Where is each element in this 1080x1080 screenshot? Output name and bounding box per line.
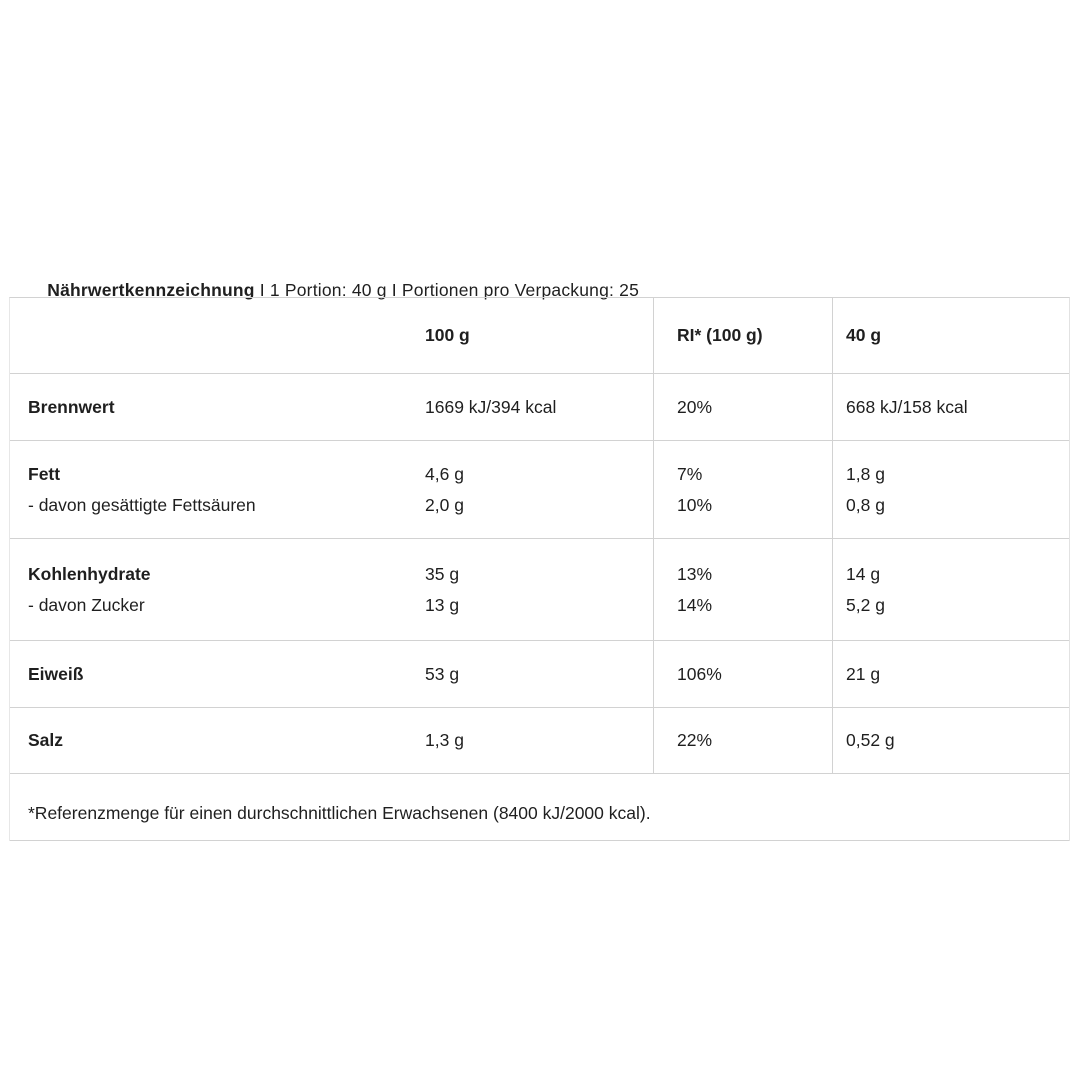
table-row-kohlenhydrate: Kohlenhydrate - davon Zucker 35 g 13 g 1… [10,539,1069,641]
value-100g: 1,3 g [425,730,464,750]
value-ri-group: 7% 10% [653,441,832,538]
sub-value-100g: 2,0 g [425,494,464,515]
table-footnote-row: *Referenzmenge für einen durchschnittlic… [10,774,1069,841]
sub-value-ri: 14% [677,594,713,615]
row-label-group: Fett - davon gesättigte Fettsäuren [10,441,425,538]
sub-value-40g: 0,8 g [846,494,885,515]
title-section-name: Nährwertkennzeichnung [47,280,255,300]
value-100g: 53 g [425,663,460,684]
table-row-salz: Salz 1,3 g 22% 0,52 g [10,708,1069,774]
value-40g: 21 g [832,641,1069,707]
row-label: Brennwert [28,396,115,417]
value-40g: 668 kJ/158 kcal [832,374,1069,440]
value-40g: 1,8 g [846,463,885,484]
sub-value-40g: 5,2 g [846,594,885,615]
value-ri: 13% [677,563,713,584]
value-ri-group: 13% 14% [653,539,832,640]
column-header-ri: RI* (100 g) [653,298,832,373]
value-40g: 0,52 g [832,708,1069,773]
column-header-100g: 100 g [425,325,470,345]
row-sublabel: - davon Zucker [28,594,145,615]
table-row-fett: Fett - davon gesättigte Fettsäuren 4,6 g… [10,441,1069,539]
row-label: Kohlenhydrate [28,563,151,584]
value-ri: 106% [653,641,832,707]
row-label-group: Kohlenhydrate - davon Zucker [10,539,425,640]
value-ri: 7% [677,463,703,484]
value-40g: 14 g [846,563,881,584]
title-portion-info: I 1 Portion: 40 g I Portionen pro Verpac… [254,280,640,300]
value-ri: 22% [653,708,832,773]
sub-value-100g: 13 g [425,594,460,615]
value-100g: 35 g [425,563,460,584]
nutrition-table: 100 g RI* (100 g) 40 g Brennwert 1669 kJ… [9,297,1070,841]
value-ri: 20% [653,374,832,440]
value-40g-group: 14 g 5,2 g [832,539,1069,640]
row-label: Eiweiß [28,663,84,684]
table-header-row: 100 g RI* (100 g) 40 g [10,298,1069,374]
value-40g-group: 1,8 g 0,8 g [832,441,1069,538]
column-header-40g: 40 g [832,298,1069,373]
table-row-brennwert: Brennwert 1669 kJ/394 kcal 20% 668 kJ/15… [10,374,1069,441]
value-100g: 1669 kJ/394 kcal [425,396,557,417]
row-label: Salz [28,730,64,750]
reference-footnote: *Referenzmenge für einen durchschnittlic… [28,802,651,823]
table-row-eiweiss: Eiweiß 53 g 106% 21 g [10,641,1069,708]
value-100g-group: 4,6 g 2,0 g [425,441,653,538]
row-label: Fett [28,463,61,484]
page-title: Nährwertkennzeichnung I 1 Portion: 40 g … [27,251,639,329]
value-100g: 4,6 g [425,463,464,484]
row-sublabel: - davon gesättigte Fettsäuren [28,494,256,515]
value-100g-group: 35 g 13 g [425,539,653,640]
header-empty-cell [10,298,425,373]
sub-value-ri: 10% [677,494,713,515]
